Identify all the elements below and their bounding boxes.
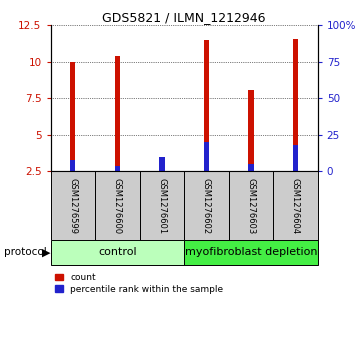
Legend: count, percentile rank within the sample: count, percentile rank within the sample bbox=[55, 273, 223, 294]
Text: control: control bbox=[98, 248, 136, 257]
Bar bbox=[115, 166, 120, 171]
Bar bbox=[293, 145, 298, 171]
Bar bbox=[184, 240, 318, 265]
Bar bbox=[293, 38, 298, 171]
Bar bbox=[159, 157, 165, 171]
Bar bbox=[248, 164, 253, 171]
Bar bbox=[95, 171, 140, 240]
Bar bbox=[115, 56, 120, 171]
Text: GSM1276601: GSM1276601 bbox=[157, 178, 166, 234]
Bar bbox=[140, 171, 184, 240]
Bar bbox=[70, 160, 75, 171]
Text: myofibroblast depletion: myofibroblast depletion bbox=[184, 248, 317, 257]
Text: GSM1276603: GSM1276603 bbox=[247, 178, 255, 234]
Bar bbox=[184, 171, 229, 240]
Text: protocol: protocol bbox=[4, 248, 46, 257]
Text: ▶: ▶ bbox=[42, 248, 50, 257]
Bar bbox=[159, 170, 165, 171]
Bar bbox=[70, 62, 75, 171]
Text: GSM1276600: GSM1276600 bbox=[113, 178, 122, 234]
Bar bbox=[204, 142, 209, 171]
Bar bbox=[273, 171, 318, 240]
Bar bbox=[229, 171, 273, 240]
Title: GDS5821 / ILMN_1212946: GDS5821 / ILMN_1212946 bbox=[103, 11, 266, 24]
Bar bbox=[248, 90, 253, 171]
Text: GSM1276604: GSM1276604 bbox=[291, 178, 300, 234]
Text: GSM1276599: GSM1276599 bbox=[68, 178, 77, 234]
Bar bbox=[51, 240, 184, 265]
Bar bbox=[204, 40, 209, 171]
Text: GSM1276602: GSM1276602 bbox=[202, 178, 211, 234]
Bar bbox=[51, 171, 95, 240]
